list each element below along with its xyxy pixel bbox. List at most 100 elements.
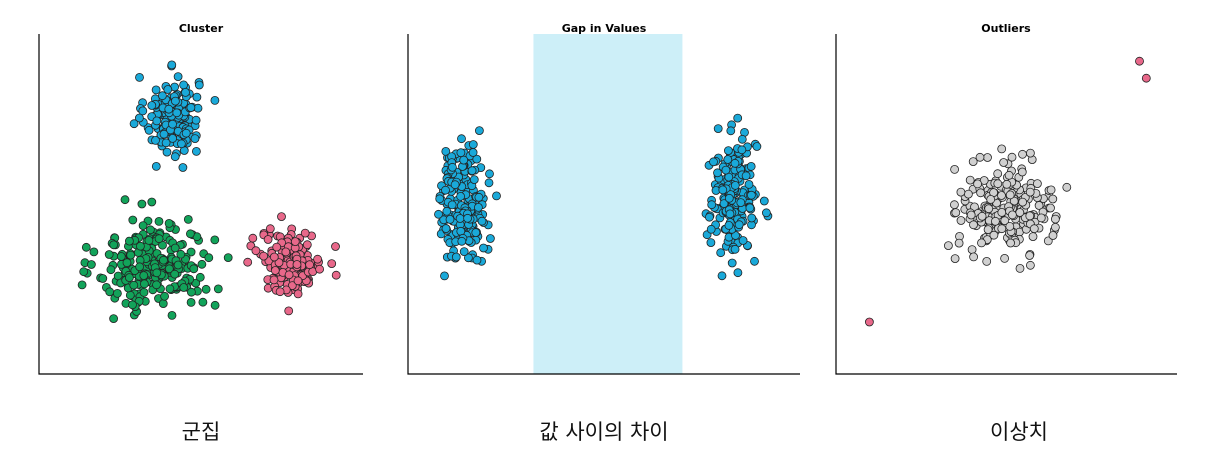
scatter-point-series-1 xyxy=(139,287,149,297)
scatter-point-series-0 xyxy=(1007,152,1017,162)
scatter-point-series-2 xyxy=(269,275,279,285)
scatter-point-series-1 xyxy=(79,267,89,277)
scatter-point-series-0 xyxy=(997,224,1007,234)
scatter-point-series-1 xyxy=(746,161,756,171)
scatter-point-series-1 xyxy=(170,243,180,253)
scatter-point-series-0 xyxy=(457,236,467,246)
scatter-point-series-0 xyxy=(997,207,1007,217)
scatter-point-series-0 xyxy=(135,73,144,82)
scatter-point-series-1 xyxy=(164,218,174,228)
scatter-point-series-0 xyxy=(456,191,466,201)
scatter-point-series-0 xyxy=(951,208,961,218)
scatter-point-series-0 xyxy=(468,140,478,149)
axis-frame xyxy=(38,34,363,375)
scatter-point-series-0 xyxy=(954,238,964,248)
scatter-point-series-0 xyxy=(134,113,144,123)
scatter-point-series-1 xyxy=(125,290,135,300)
scatter-point-series-2 xyxy=(290,237,300,247)
scatter-point-series-1 xyxy=(152,280,161,290)
scatter-point-series-2 xyxy=(313,254,323,264)
scatter-point-series-0 xyxy=(1006,238,1015,248)
scatter-point-series-0 xyxy=(447,200,457,210)
scatter-point-series-1 xyxy=(145,225,155,235)
scatter-point-series-0 xyxy=(1036,213,1046,223)
scatter-point-series-1 xyxy=(709,157,718,167)
scatter-point-series-0 xyxy=(1018,149,1027,159)
scatter-point-series-1 xyxy=(723,155,733,164)
scatter-point-series-0 xyxy=(467,166,477,176)
scatter-point-series-2 xyxy=(284,306,294,316)
scatter-point-series-1 xyxy=(737,134,747,144)
axis-frame xyxy=(835,34,1177,375)
scatter-point-series-0 xyxy=(1025,187,1035,197)
scatter-point-series-1 xyxy=(183,214,193,224)
scatter-point-series-0 xyxy=(969,252,978,262)
scatter-point-series-0 xyxy=(474,126,484,136)
scatter-point-series-0 xyxy=(956,216,966,225)
scatter-point-series-1 xyxy=(741,171,751,181)
scatter-point-series-1 xyxy=(126,250,136,260)
scatter-point-series-1 xyxy=(750,256,759,266)
scatter-point-series-2 xyxy=(287,281,297,291)
scatter-point-series-0 xyxy=(472,255,482,265)
scatter-point-series-1 xyxy=(747,190,756,200)
scatter-point-series-1 xyxy=(1135,56,1144,66)
scatter-point-series-2 xyxy=(277,212,286,222)
scatter-point-series-0 xyxy=(172,108,182,118)
scatter-point-series-0 xyxy=(977,238,986,248)
scatter-point-series-0 xyxy=(1005,190,1015,200)
scatter-point-series-1 xyxy=(713,124,723,134)
scatter-point-series-1 xyxy=(124,236,134,246)
scatter-point-series-0 xyxy=(984,204,994,214)
scatter-point-series-1 xyxy=(135,241,145,251)
scatter-point-series-1 xyxy=(705,212,714,222)
scatter-point-series-1 xyxy=(167,310,177,320)
scatter-point-series-0 xyxy=(1046,185,1056,195)
scatter-point-series-1 xyxy=(170,269,180,279)
scatter-point-series-0 xyxy=(1025,211,1035,221)
scatter-point-series-1 xyxy=(210,300,220,310)
scatter-point-series-0 xyxy=(434,209,443,219)
scatter-point-series-0 xyxy=(986,194,996,204)
scatter-point-series-1 xyxy=(213,284,223,294)
scatter-point-series-1 xyxy=(762,208,771,218)
scatter-point-series-2 xyxy=(293,276,303,286)
scatter-point-series-0 xyxy=(192,92,202,102)
scatter-point-series-0 xyxy=(191,146,201,156)
scatter-point-series-1 xyxy=(189,264,199,274)
scatter-point-series-1 xyxy=(154,234,164,244)
scatter-point-series-0 xyxy=(968,157,978,167)
scatter-point-series-0 xyxy=(463,253,473,263)
scatter-point-series-1 xyxy=(733,113,743,123)
scatter-point-series-0 xyxy=(144,125,154,135)
scatter-point-series-0 xyxy=(168,119,177,129)
scatter-point-series-1 xyxy=(186,297,196,307)
scatter-point-series-0 xyxy=(451,252,461,262)
scatter-point-series-0 xyxy=(455,214,465,223)
scatter-point-series-0 xyxy=(950,200,959,210)
scatter-point-series-0 xyxy=(167,60,177,70)
scatter-point-series-2 xyxy=(251,246,261,256)
points xyxy=(865,56,1151,327)
scatter-point-series-0 xyxy=(186,103,196,112)
scatter-point-series-1 xyxy=(135,262,145,272)
scatter-point-series-0 xyxy=(975,152,985,162)
scatter-point-series-0 xyxy=(966,210,976,220)
scatter-point-series-0 xyxy=(973,179,982,189)
scatter-point-series-0 xyxy=(468,148,478,157)
scatter-point-series-0 xyxy=(967,245,977,255)
scatter-point-series-1 xyxy=(724,220,734,230)
scatter-point-series-0 xyxy=(456,148,466,158)
scatter-point-series-0 xyxy=(178,163,188,172)
scatter-point-series-0 xyxy=(181,88,190,97)
scatter-point-series-0 xyxy=(1005,221,1015,231)
scatter-point-series-0 xyxy=(1017,167,1027,177)
scatter-point-series-0 xyxy=(999,158,1008,167)
scatter-point-series-2 xyxy=(243,257,253,267)
scatter-point-series-0 xyxy=(1051,222,1060,232)
scatter-point-series-0 xyxy=(194,80,204,90)
scatter-point-series-0 xyxy=(450,180,460,190)
scatter-point-series-0 xyxy=(441,224,451,234)
scatter-point-series-0 xyxy=(944,241,953,251)
